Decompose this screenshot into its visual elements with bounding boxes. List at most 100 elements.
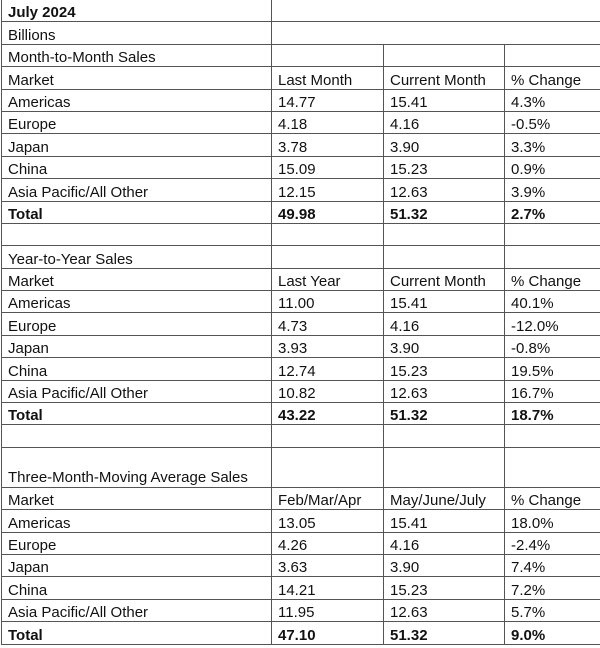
cell-market: Japan	[1, 553, 272, 578]
column-header-pct-change: % Change	[503, 267, 600, 292]
empty-cell	[271, 222, 384, 247]
table-row: China 14.21 15.23 7.2%	[1, 576, 600, 600]
empty-cell	[271, 245, 384, 269]
cell-col-3: 12.63	[383, 598, 505, 623]
total-row: Total 49.98 51.32 2.7%	[1, 200, 600, 224]
empty-cell	[503, 424, 600, 448]
cell-col-3: 15.23	[383, 576, 505, 600]
cell-col-3: 4.16	[383, 312, 505, 336]
cell-col-2: 12.74	[271, 357, 384, 381]
cell-col-2: 3.93	[271, 334, 384, 359]
cell-pct-change: 40.1%	[503, 290, 600, 314]
column-header-col-2: Last Year	[271, 267, 384, 292]
total-pct-change: 18.7%	[503, 402, 600, 426]
empty-cell	[503, 43, 600, 68]
cell-col-3: 12.63	[383, 379, 505, 404]
column-header-col-3: Current Month	[383, 267, 505, 292]
spacer-row	[1, 222, 600, 247]
cell-pct-change: 7.4%	[503, 553, 600, 578]
column-header-col-3: May/June/July	[383, 486, 505, 511]
cell-market: Europe	[1, 531, 272, 555]
total-row: Total 43.22 51.32 18.7%	[1, 402, 600, 426]
cell-col-3: 15.41	[383, 88, 505, 112]
header-row: Market Last Month Current Month% Change	[1, 66, 600, 90]
cell-col-2: 3.63	[271, 553, 384, 578]
empty-cell	[503, 446, 600, 488]
empty-cell	[383, 424, 505, 448]
cell-col-2: 14.21	[271, 576, 384, 600]
cell-col-3: 4.16	[383, 531, 505, 555]
cell-pct-change: 5.7%	[503, 598, 600, 623]
cell-pct-change: 7.2%	[503, 576, 600, 600]
cell-pct-change: -0.5%	[503, 110, 600, 135]
units-label: Billions	[1, 21, 272, 45]
cell-col-2: 4.26	[271, 531, 384, 555]
total-col-3: 51.32	[383, 200, 505, 224]
column-header-market: Market	[1, 267, 272, 292]
header-row: Market Last Year Current Month% Change	[1, 267, 600, 292]
total-market: Total	[1, 402, 272, 426]
column-header-market: Market	[1, 66, 272, 90]
total-pct-change: 9.0%	[503, 621, 600, 645]
total-col-2: 47.10	[271, 621, 384, 645]
cell-pct-change: 3.9%	[503, 178, 600, 202]
cell-col-2: 11.95	[271, 598, 384, 623]
cell-pct-change: 18.0%	[503, 509, 600, 533]
table-row: Asia Pacific/All Other 11.95 12.63 5.7%	[1, 598, 600, 623]
column-header-pct-change: % Change	[503, 66, 600, 90]
cell-col-3: 3.90	[383, 553, 505, 578]
empty-cell	[271, 424, 384, 448]
cell-market: Asia Pacific/All Other	[1, 598, 272, 623]
header-row: Market Feb/Mar/Apr May/June/July% Change	[1, 486, 600, 511]
empty-cell	[383, 43, 505, 68]
title-row: July 2024	[1, 0, 600, 23]
cell-market: Americas	[1, 509, 272, 533]
section-title-row: Year-to-Year Sales	[1, 245, 600, 269]
cell-pct-change: 0.9%	[503, 155, 600, 180]
cell-pct-change: -2.4%	[503, 531, 600, 555]
table-row: Europe 4.26 4.16 -2.4%	[1, 531, 600, 555]
section-title: Month-to-Month Sales	[1, 43, 272, 68]
cell-market: China	[1, 155, 272, 180]
cell-market: Europe	[1, 110, 272, 135]
cell-market: China	[1, 576, 272, 600]
section-title-row: Month-to-Month Sales	[1, 43, 600, 68]
total-market: Total	[1, 200, 272, 224]
cell-col-2: 10.82	[271, 379, 384, 404]
total-col-2: 43.22	[271, 402, 384, 426]
cell-market: Japan	[1, 334, 272, 359]
cell-col-3: 3.90	[383, 334, 505, 359]
cell-col-2: 14.77	[271, 88, 384, 112]
cell-col-2: 4.73	[271, 312, 384, 336]
total-col-3: 51.32	[383, 621, 505, 645]
total-col-3: 51.32	[383, 402, 505, 426]
cell-col-3: 15.41	[383, 290, 505, 314]
spacer-row	[1, 424, 600, 448]
empty-cell	[271, 43, 384, 68]
cell-market: Asia Pacific/All Other	[1, 379, 272, 404]
cell-col-2: 11.00	[271, 290, 384, 314]
table-row: Americas 14.77 15.41 4.3%	[1, 88, 600, 112]
column-header-col-2: Last Month	[271, 66, 384, 90]
section-title-row: Three-Month-Moving Average Sales	[1, 446, 600, 488]
table-row: Americas 13.05 15.41 18.0%	[1, 509, 600, 533]
total-col-2: 49.98	[271, 200, 384, 224]
cell-market: Americas	[1, 290, 272, 314]
cell-market: Europe	[1, 312, 272, 336]
empty-cell	[271, 446, 384, 488]
empty-cell	[1, 424, 272, 448]
cell-col-2: 13.05	[271, 509, 384, 533]
table-row: Asia Pacific/All Other 10.82 12.63 16.7%	[1, 379, 600, 404]
section-title: Year-to-Year Sales	[1, 245, 272, 269]
cell-col-3: 15.41	[383, 509, 505, 533]
table-row: Asia Pacific/All Other 12.15 12.63 3.9%	[1, 178, 600, 202]
cell-pct-change: 3.3%	[503, 133, 600, 157]
cell-col-2: 12.15	[271, 178, 384, 202]
table-row: Europe 4.18 4.16 -0.5%	[1, 110, 600, 135]
empty-cell	[383, 446, 505, 488]
empty-cell	[1, 222, 272, 247]
table-row: Japan 3.93 3.90 -0.8%	[1, 334, 600, 359]
cell-col-2: 4.18	[271, 110, 384, 135]
cell-col-3: 15.23	[383, 155, 505, 180]
